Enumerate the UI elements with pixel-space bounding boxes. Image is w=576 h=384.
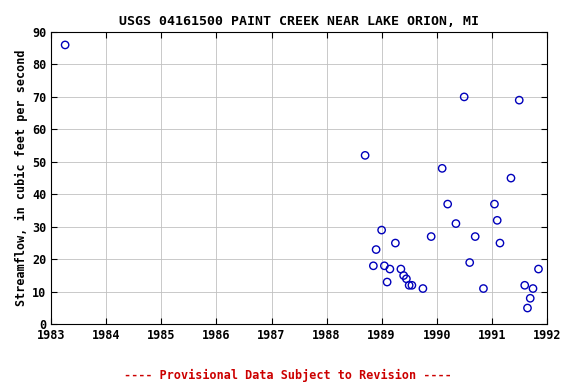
Point [438, 165, 447, 171]
Point [534, 266, 543, 272]
Point [452, 220, 461, 227]
Point [391, 240, 400, 246]
Point [380, 263, 389, 269]
Point [377, 227, 386, 233]
Point [396, 266, 406, 272]
Point [382, 279, 392, 285]
Point [418, 285, 427, 291]
Point [372, 247, 381, 253]
Point [361, 152, 370, 159]
Point [427, 233, 436, 240]
Text: ---- Provisional Data Subject to Revision ----: ---- Provisional Data Subject to Revisio… [124, 369, 452, 382]
Point [492, 217, 502, 223]
Title: USGS 04161500 PAINT CREEK NEAR LAKE ORION, MI: USGS 04161500 PAINT CREEK NEAR LAKE ORIO… [119, 15, 479, 28]
Point [460, 94, 469, 100]
Point [506, 175, 516, 181]
Point [490, 201, 499, 207]
Point [471, 233, 480, 240]
Point [407, 282, 416, 288]
Point [60, 42, 70, 48]
Point [495, 240, 505, 246]
Point [402, 276, 411, 282]
Point [520, 282, 529, 288]
Point [523, 305, 532, 311]
Point [465, 260, 474, 266]
Point [526, 295, 535, 301]
Point [399, 273, 408, 279]
Point [369, 263, 378, 269]
Point [514, 97, 524, 103]
Point [443, 201, 452, 207]
Point [385, 266, 395, 272]
Point [479, 285, 488, 291]
Y-axis label: Streamflow, in cubic feet per second: Streamflow, in cubic feet per second [15, 50, 28, 306]
Point [404, 282, 414, 288]
Point [528, 285, 537, 291]
